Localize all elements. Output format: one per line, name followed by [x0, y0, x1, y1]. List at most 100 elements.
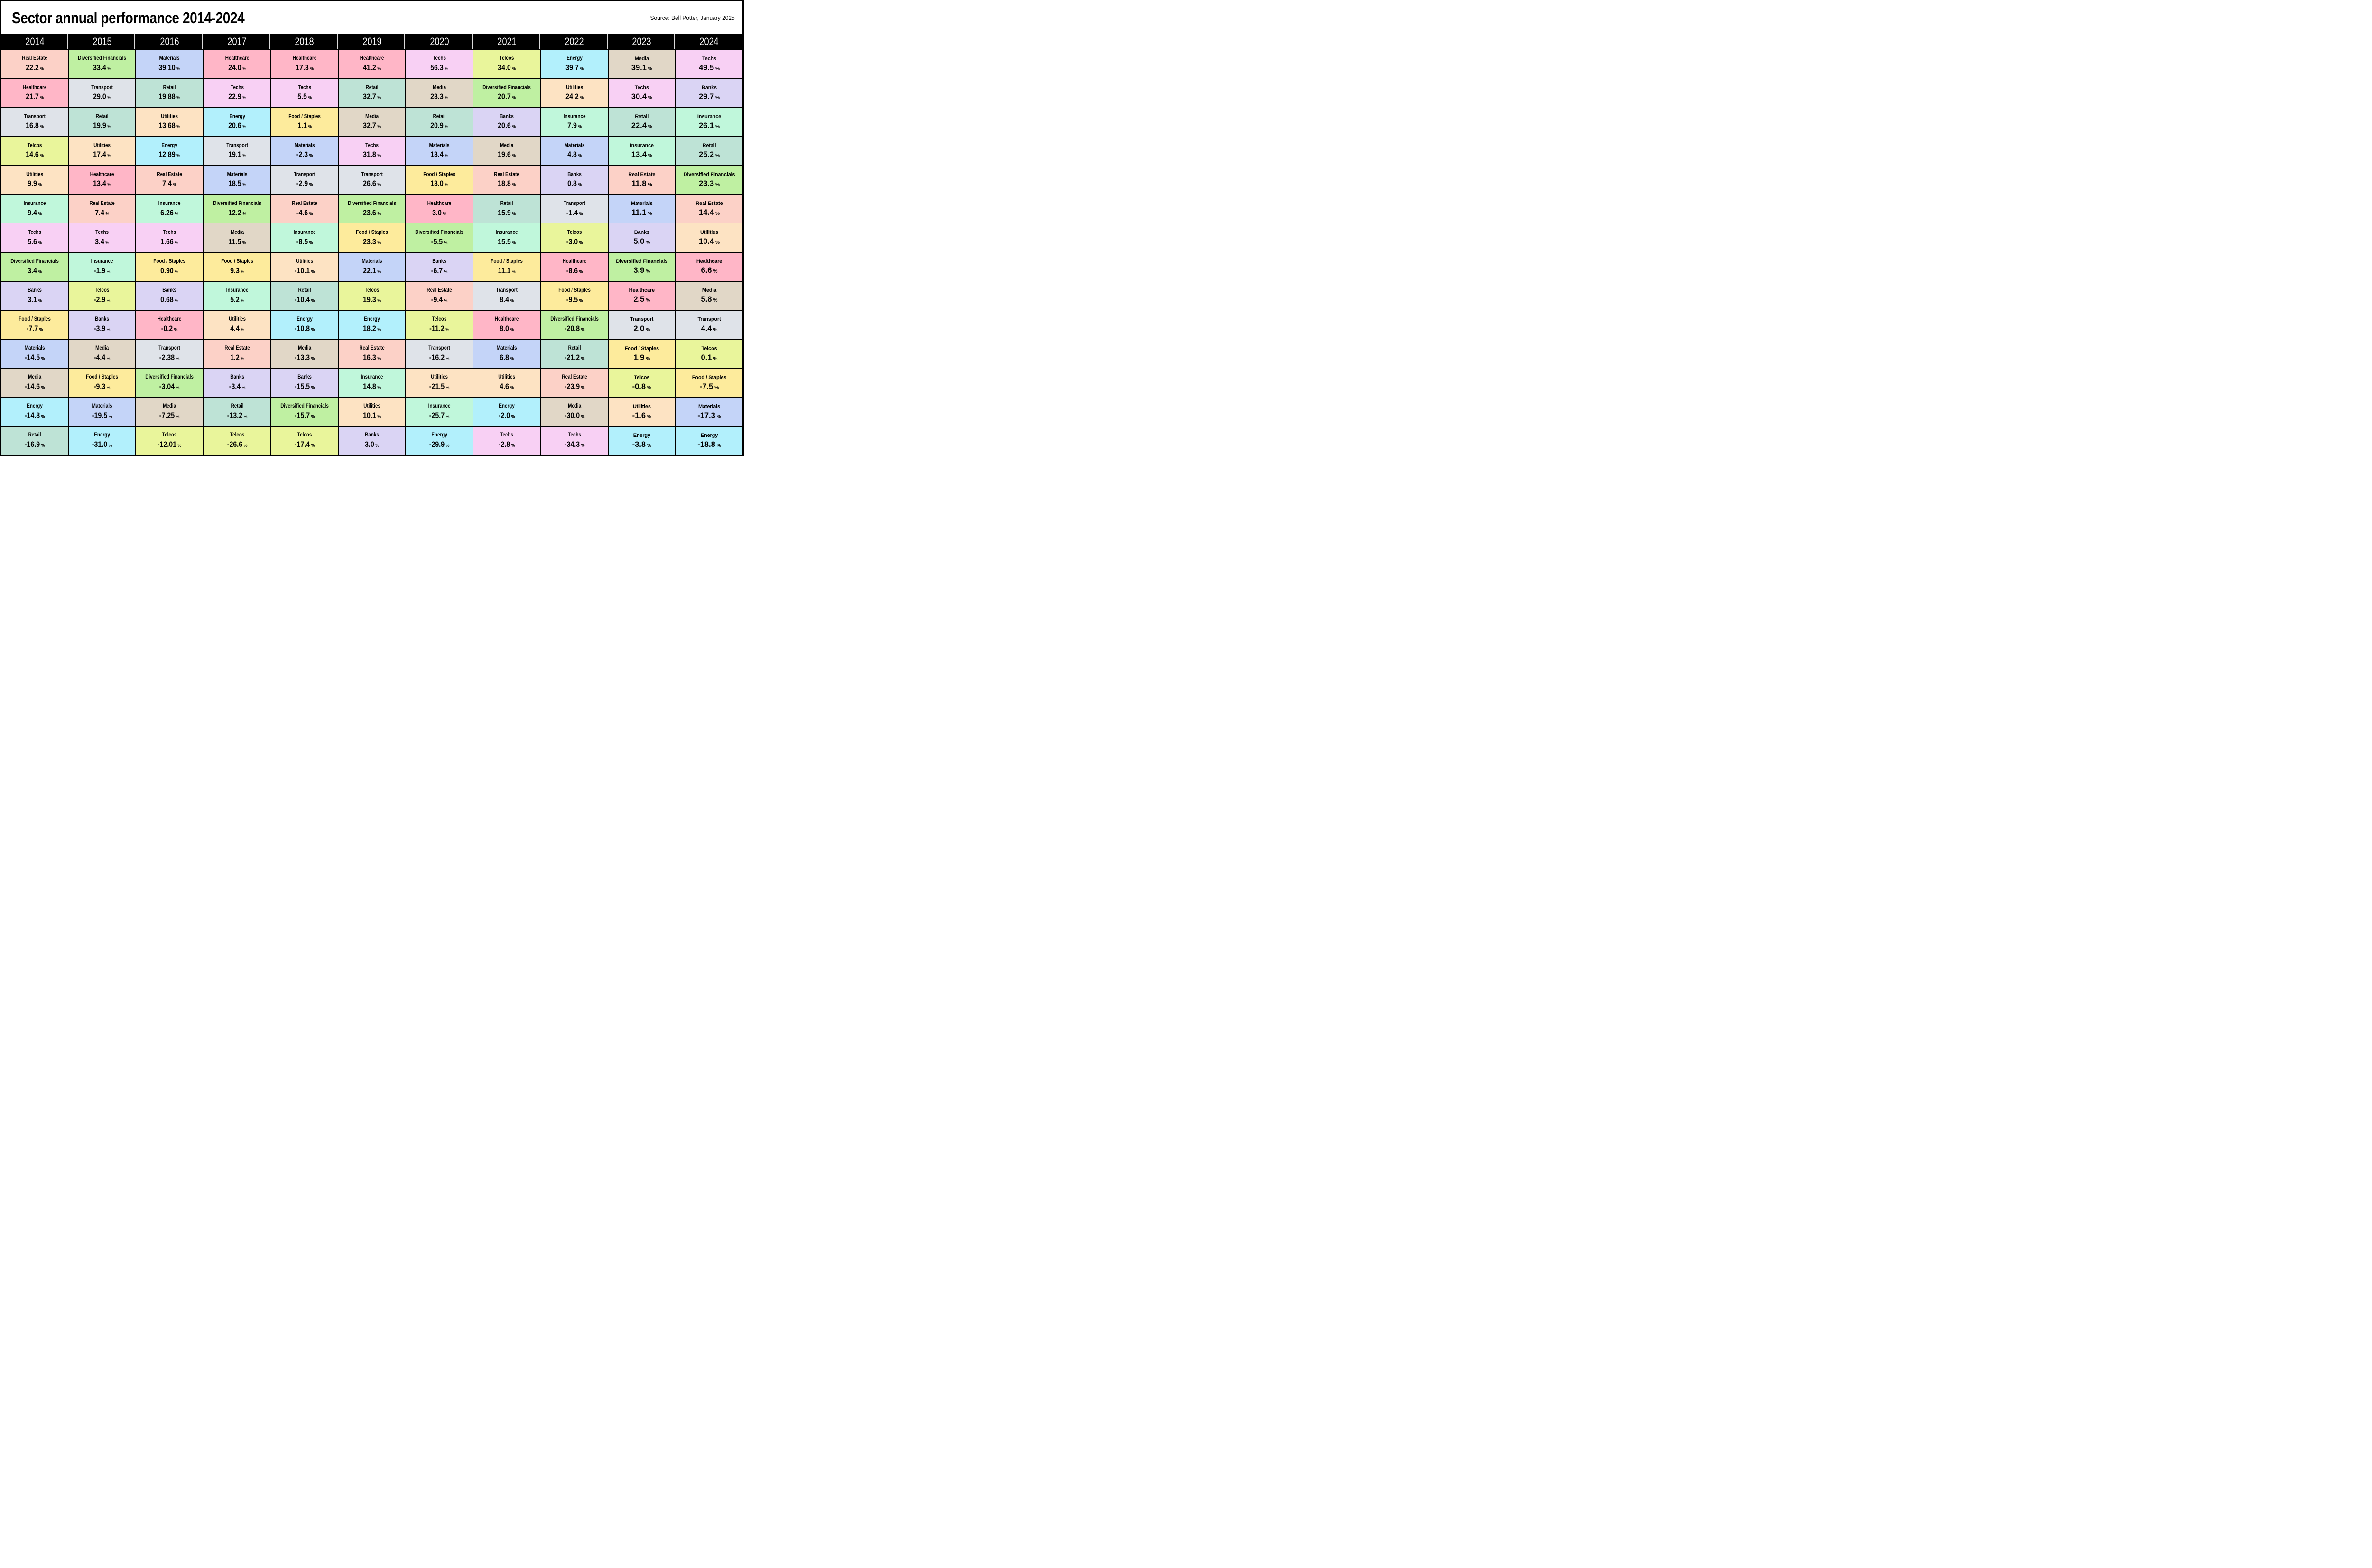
- sector-name: Insurance: [361, 374, 383, 380]
- sector-name: Techs: [365, 142, 379, 148]
- sector-cell-content: Banks 0.68 %: [141, 288, 198, 304]
- sector-name: Real Estate: [22, 56, 47, 62]
- sector-name: Healthcare: [22, 84, 47, 91]
- sector-value-line: 23.3 %: [363, 238, 381, 246]
- sector-cell-content: Retail 15.9 %: [478, 201, 536, 217]
- sector-cell-content: Food / Staples 1.9 %: [609, 346, 675, 362]
- percent-sign: %: [174, 327, 178, 333]
- sector-value-line: 39.1 %: [631, 64, 652, 72]
- sector-value: -21.2: [564, 353, 580, 362]
- sector-value: -20.8: [564, 324, 580, 333]
- sector-cell-2017-healthcare: Healthcare 24.0 %: [204, 49, 270, 78]
- percent-sign: %: [40, 95, 44, 101]
- sector-cell-content: Transport -1.4 %: [546, 201, 603, 217]
- sector-value-line: 22.1 %: [363, 267, 381, 275]
- sector-value: 33.4: [93, 64, 106, 73]
- sector-value-line: -17.4 %: [295, 441, 315, 449]
- percent-sign: %: [41, 356, 45, 362]
- sector-cell-content: Energy 20.6 %: [208, 114, 266, 130]
- sector-value: 16.3: [363, 353, 376, 362]
- sector-value-line: -2.38 %: [159, 354, 180, 362]
- percent-sign: %: [646, 298, 650, 304]
- sector-name: Healthcare: [225, 56, 249, 62]
- percent-sign: %: [106, 356, 111, 362]
- percent-sign: %: [512, 182, 516, 188]
- sector-value: 26.6: [363, 179, 376, 188]
- sector-value: 10.4: [698, 237, 714, 246]
- sector-cell-2016-utilities: Utilities 13.68 %: [136, 107, 203, 136]
- sector-value: 11.5: [228, 237, 241, 246]
- sector-name: Retail: [433, 113, 446, 120]
- percent-sign: %: [173, 182, 177, 188]
- sector-value: -3.04: [159, 382, 175, 391]
- sector-cell-content: Utilities 24.2 %: [546, 85, 603, 101]
- percent-sign: %: [242, 211, 246, 217]
- sector-cell-2021-real-estate: Real Estate 18.8 %: [473, 165, 540, 194]
- sector-value: 5.8: [701, 295, 712, 304]
- sector-cell-2017-energy: Energy 20.6 %: [204, 107, 270, 136]
- sector-value-line: -1.4 %: [566, 209, 583, 217]
- sector-value: 2.0: [633, 324, 645, 333]
- percent-sign: %: [714, 385, 719, 390]
- sector-cell-content: Telcos 0.1 %: [676, 346, 742, 362]
- sector-value: -14.6: [24, 382, 40, 391]
- sector-value-line: -3.04 %: [159, 383, 180, 391]
- sector-cell-content: Techs -2.8 %: [478, 432, 536, 448]
- sector-cell-content: Transport 29.0 %: [74, 85, 131, 101]
- sector-value: 22.1: [363, 266, 376, 275]
- sector-name: Real Estate: [292, 200, 317, 206]
- sector-name: Banks: [634, 230, 649, 236]
- sector-cell-2021-diversified-financials: Diversified Financials 20.7 %: [473, 78, 540, 107]
- sector-name: Retail: [231, 403, 244, 409]
- sector-name: Telcos: [634, 374, 650, 380]
- sector-cell-content: Telcos -26.6 %: [208, 432, 266, 448]
- sector-name: Materials: [294, 142, 315, 148]
- sector-cell-2016-real-estate: Real Estate 7.4 %: [136, 165, 203, 194]
- percent-sign: %: [241, 385, 246, 390]
- sector-value: 34.0: [498, 64, 511, 73]
- sector-cell-content: Real Estate 18.8 %: [478, 172, 536, 188]
- sector-value-line: -19.5 %: [92, 412, 112, 420]
- percent-sign: %: [175, 240, 179, 246]
- sector-cell-2019-utilities: Utilities 10.1 %: [338, 396, 406, 426]
- sector-value: -21.5: [429, 382, 445, 391]
- sector-cell-2023-banks: Banks 5.0 %: [608, 223, 675, 252]
- sector-value-line: 10.4 %: [699, 238, 720, 246]
- sector-cell-2021-healthcare: Healthcare 8.0 %: [473, 309, 540, 339]
- sector-cell-content: Energy 12.89 %: [141, 143, 198, 159]
- sector-value-line: 14.4 %: [699, 209, 720, 217]
- sector-name: Techs: [163, 229, 176, 235]
- sector-cell-content: Media -7.25 %: [141, 403, 198, 419]
- sector-cell-content: Retail -10.4 %: [276, 288, 334, 304]
- sector-value: -34.3: [564, 440, 580, 449]
- sector-value: 23.3: [698, 179, 714, 188]
- sector-name: Real Estate: [561, 374, 587, 380]
- sector-cell-content: Materials -19.5 %: [74, 403, 131, 419]
- percent-sign: %: [107, 124, 111, 130]
- sector-value-line: 11.5 %: [228, 238, 246, 246]
- sector-name: Utilities: [93, 142, 111, 148]
- year-column-2020: 2020 Techs 56.3 % Media 23.3 % Retail 20…: [405, 34, 473, 455]
- percent-sign: %: [40, 66, 44, 72]
- sector-value-line: 32.7 %: [363, 93, 381, 101]
- sector-cell-content: Utilities 4.6 %: [478, 374, 536, 390]
- sector-value-line: 13.4 %: [631, 151, 652, 159]
- sector-cell-2017-real-estate: Real Estate 1.2 %: [204, 338, 270, 368]
- sector-cell-2019-food-staples: Food / Staples 23.3 %: [338, 223, 406, 252]
- sector-value: -2.8: [499, 440, 510, 449]
- sector-cell-content: Retail 22.4 %: [609, 114, 675, 130]
- sector-cell-2020-utilities: Utilities -21.5 %: [406, 367, 473, 397]
- sector-name: Retail: [298, 288, 311, 294]
- sector-cell-2024-banks: Banks 29.7 %: [676, 78, 742, 107]
- percent-sign: %: [648, 124, 652, 130]
- sector-value-line: 1.2 %: [230, 354, 244, 362]
- sector-value: -8.6: [566, 266, 578, 275]
- sector-value-line: 1.9 %: [633, 354, 650, 362]
- sector-value-line: 25.2 %: [699, 151, 720, 159]
- sector-value: 5.0: [633, 237, 645, 246]
- sector-cell-2014-banks: Banks 3.1 %: [1, 280, 68, 310]
- percent-sign: %: [512, 66, 516, 72]
- sector-name: Healthcare: [562, 259, 586, 265]
- sector-name: Utilities: [632, 403, 651, 409]
- percent-sign: %: [242, 240, 246, 246]
